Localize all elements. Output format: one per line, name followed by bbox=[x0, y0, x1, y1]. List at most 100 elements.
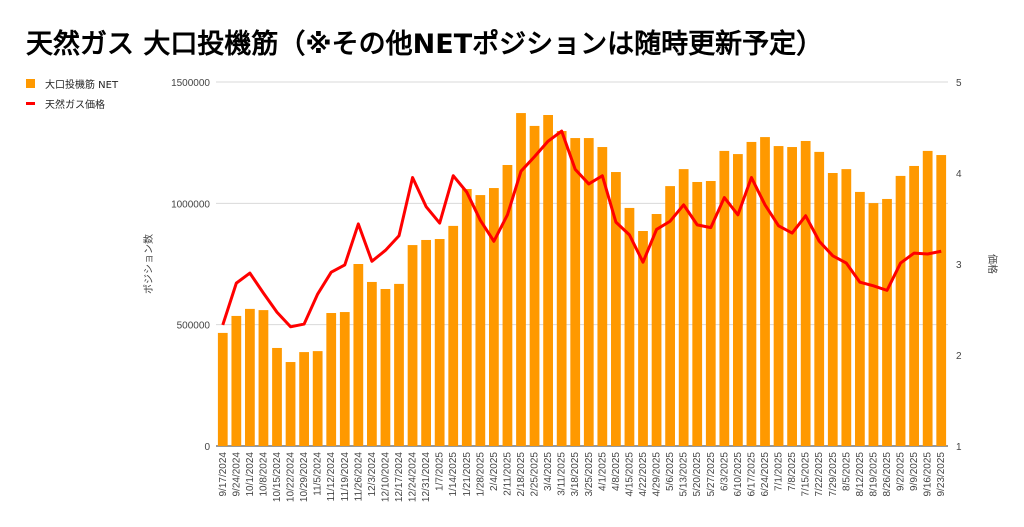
bar bbox=[556, 131, 567, 446]
legend-item-net: 大口投機筋 NET bbox=[26, 76, 118, 91]
bar bbox=[692, 181, 703, 446]
x-tick-label: 2/4/2025 bbox=[489, 452, 500, 491]
x-tick-label: 6/10/2025 bbox=[733, 452, 744, 497]
x-tick-label: 12/31/2024 bbox=[421, 452, 432, 502]
legend-label-price: 天然ガス価格 bbox=[45, 100, 105, 111]
y2-axis-title: 価格 bbox=[986, 254, 999, 274]
x-tick-label: 9/23/2025 bbox=[936, 452, 947, 497]
x-tick-label: 11/26/2024 bbox=[353, 452, 364, 502]
bar bbox=[231, 315, 242, 446]
bar bbox=[800, 140, 811, 446]
bar bbox=[312, 351, 323, 446]
y-tick-label: 1000000 bbox=[171, 199, 210, 210]
bar bbox=[638, 230, 648, 446]
x-tick-label: 6/3/2025 bbox=[719, 452, 730, 491]
bar bbox=[597, 147, 608, 446]
bar bbox=[339, 312, 350, 446]
x-tick-label: 1/28/2025 bbox=[475, 452, 486, 497]
x-tick-label: 3/11/2025 bbox=[557, 452, 568, 496]
x-tick-label: 7/22/2025 bbox=[814, 452, 825, 497]
price-line bbox=[221, 129, 942, 329]
x-tick-label: 6/24/2025 bbox=[760, 452, 771, 497]
bar bbox=[299, 352, 309, 446]
x-tick-label: 9/17/2024 bbox=[218, 452, 229, 497]
x-tick-label: 4/29/2025 bbox=[652, 452, 663, 497]
x-tick-label: 1/21/2025 bbox=[462, 452, 473, 497]
chart-title: 天然ガス 大口投機筋（※その他NETポジションは随時更新予定） bbox=[26, 29, 824, 60]
bar bbox=[719, 150, 730, 446]
bar bbox=[882, 198, 892, 446]
bar bbox=[583, 138, 594, 446]
bar bbox=[922, 150, 933, 446]
bar bbox=[326, 313, 337, 446]
x-tick-label: 10/29/2024 bbox=[299, 452, 310, 502]
bar bbox=[841, 169, 852, 446]
y-tick-label: 500000 bbox=[177, 321, 211, 332]
bar bbox=[475, 195, 486, 446]
x-tick-label: 12/17/2024 bbox=[394, 452, 405, 502]
bar bbox=[611, 172, 621, 446]
x-tick-label: 4/15/2025 bbox=[624, 452, 635, 497]
bar bbox=[733, 154, 743, 446]
bar bbox=[705, 181, 716, 446]
bar bbox=[407, 245, 418, 446]
bar bbox=[448, 225, 459, 446]
x-tick-label: 5/20/2025 bbox=[692, 452, 703, 497]
x-tick-label: 7/15/2025 bbox=[801, 452, 812, 497]
x-tick-label: 11/12/2024 bbox=[326, 452, 337, 502]
bar bbox=[895, 175, 906, 447]
bar bbox=[367, 281, 377, 446]
bar bbox=[543, 115, 553, 446]
x-tick-label: 11/5/2024 bbox=[313, 452, 324, 496]
bar bbox=[746, 141, 757, 446]
bar bbox=[394, 283, 404, 446]
bar bbox=[245, 308, 255, 446]
bar bbox=[868, 203, 879, 446]
x-tick-label: 2/11/2025 bbox=[502, 452, 513, 496]
legend-swatch-line bbox=[26, 102, 35, 105]
x-tick-label: 4/8/2025 bbox=[611, 452, 622, 491]
x-tick-label: 2/25/2025 bbox=[530, 452, 541, 497]
x-tick-label: 1/14/2025 bbox=[448, 452, 459, 497]
x-tick-label: 9/24/2024 bbox=[231, 452, 242, 497]
x-tick-label: 8/19/2025 bbox=[868, 452, 879, 497]
legend-label-net: 大口投機筋 NET bbox=[45, 80, 119, 91]
legend-item-price: 天然ガス価格 bbox=[26, 96, 105, 111]
x-tick-label: 10/1/2024 bbox=[245, 452, 256, 497]
y-tick-label: 0 bbox=[204, 442, 210, 453]
bar bbox=[936, 155, 947, 446]
x-tick-label: 4/1/2025 bbox=[597, 452, 608, 491]
x-tick-label: 9/9/2025 bbox=[909, 452, 920, 491]
x-tick-label: 10/15/2024 bbox=[272, 452, 283, 502]
bar bbox=[461, 189, 472, 447]
bar bbox=[909, 165, 919, 447]
x-tick-label: 10/22/2024 bbox=[286, 452, 297, 502]
bar bbox=[272, 347, 282, 446]
x-tick-label: 10/8/2024 bbox=[258, 452, 269, 497]
x-tick-label: 12/10/2024 bbox=[380, 452, 391, 502]
bar bbox=[516, 113, 526, 446]
y2-tick-label: 1 bbox=[956, 442, 962, 453]
x-tick-label: 5/27/2025 bbox=[706, 452, 717, 497]
x-tick-label: 3/25/2025 bbox=[584, 452, 595, 497]
y2-tick-label: 3 bbox=[956, 260, 962, 271]
bar bbox=[489, 188, 499, 446]
bar bbox=[421, 239, 431, 446]
bar bbox=[665, 186, 675, 446]
x-tick-label: 8/26/2025 bbox=[882, 452, 893, 497]
x-tick-label: 4/22/2025 bbox=[638, 452, 649, 497]
y-tick-label: 1500000 bbox=[171, 78, 210, 89]
x-tick-label: 9/16/2025 bbox=[923, 452, 934, 497]
x-tick-label: 7/29/2025 bbox=[828, 452, 839, 497]
y2-tick-label: 5 bbox=[956, 78, 962, 89]
bar bbox=[814, 151, 825, 446]
bar bbox=[678, 169, 689, 446]
bar bbox=[760, 137, 770, 446]
x-tick-label: 3/18/2025 bbox=[570, 452, 581, 497]
x-tick-label: 3/4/2025 bbox=[543, 452, 554, 491]
x-tick-label: 5/13/2025 bbox=[679, 452, 690, 497]
bar bbox=[258, 310, 269, 446]
bar bbox=[285, 362, 296, 446]
